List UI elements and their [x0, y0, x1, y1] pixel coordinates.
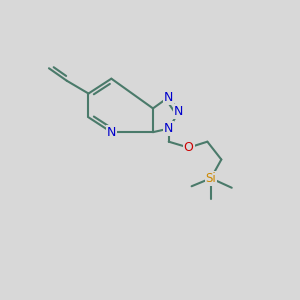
Text: O: O: [184, 141, 194, 154]
Text: N: N: [164, 91, 173, 103]
Text: N: N: [174, 106, 184, 118]
Text: N: N: [164, 122, 173, 135]
Text: N: N: [107, 126, 116, 139]
Text: Si: Si: [206, 172, 216, 185]
